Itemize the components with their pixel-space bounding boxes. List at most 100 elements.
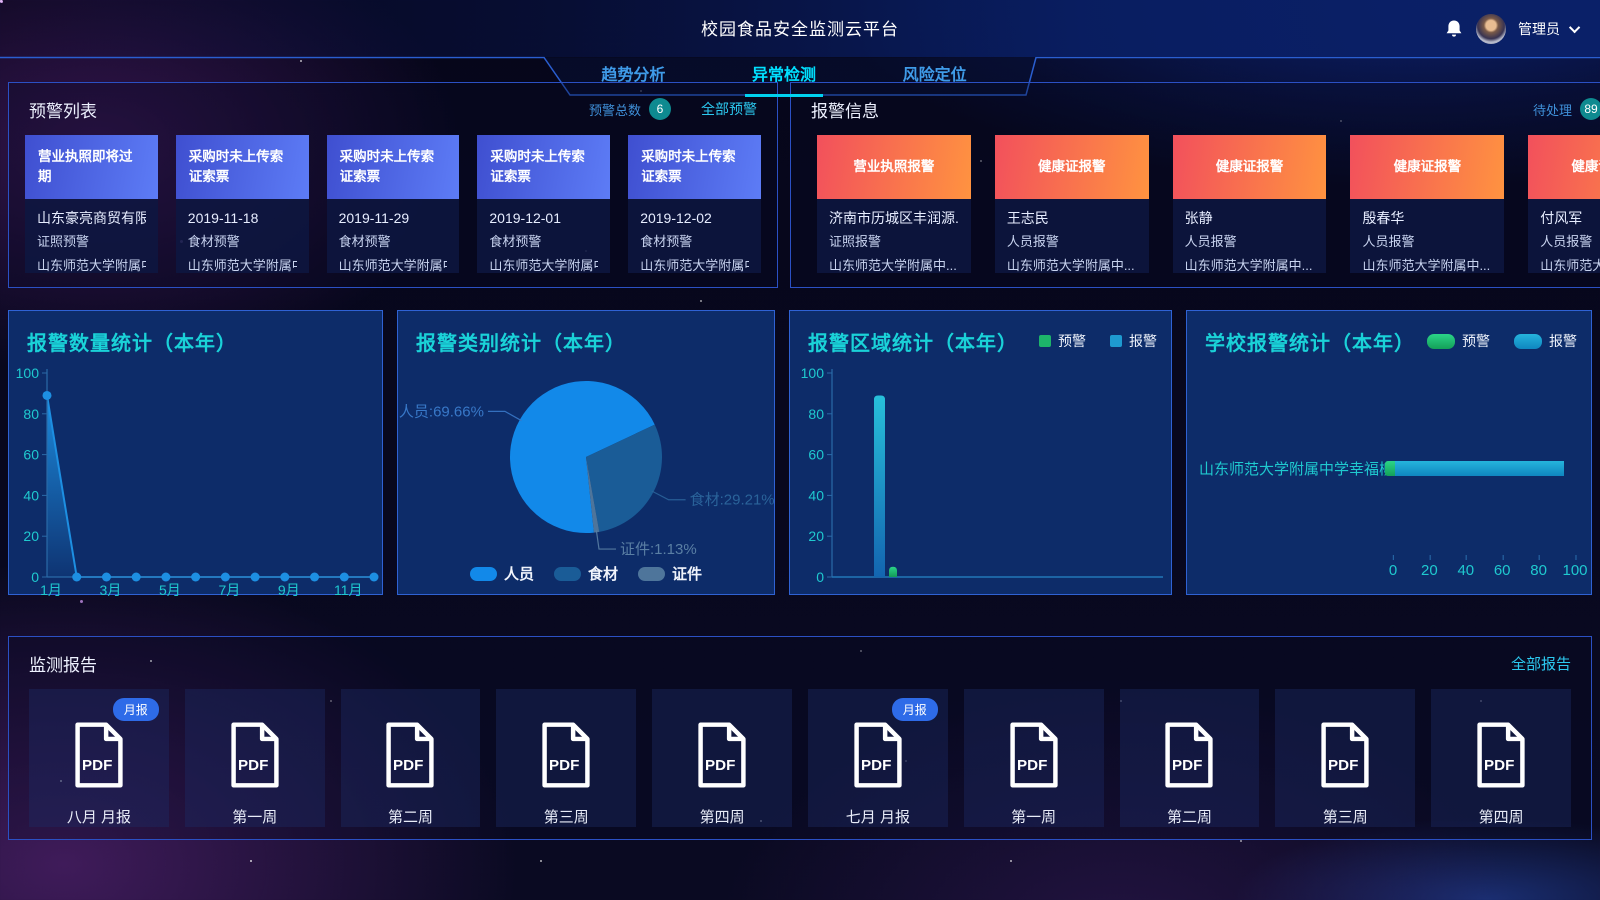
- alarm-card-line: 山东师范大学附属中...: [1540, 258, 1600, 273]
- svg-text:3月: 3月: [100, 582, 122, 596]
- legend-swatch: [1039, 335, 1051, 347]
- warning-card-body: 2019-11-29 食材预警山东师范大学附属中...: [326, 199, 460, 273]
- pdf-file-icon: PDF: [1162, 722, 1216, 793]
- svg-text:PDF: PDF: [705, 757, 735, 774]
- svg-text:9月: 9月: [278, 582, 300, 596]
- alarm-card[interactable]: 健康证报警 王志民 人员报警 山东师范大学附属中...: [994, 135, 1149, 273]
- warning-card[interactable]: 采购时未上传索证索票 2019-11-29 食材预警山东师范大学附属中...: [326, 135, 460, 273]
- legend-label: 报警: [1549, 333, 1577, 349]
- warning-card-line: 食材预警: [640, 234, 693, 250]
- tab-bar: 趋势分析 异常检测 风险定位: [558, 61, 1010, 97]
- report-card[interactable]: PDF 第四周: [1431, 689, 1571, 827]
- report-card[interactable]: PDF 第二周: [1119, 689, 1260, 827]
- alarm-card-line: 人员报警: [1006, 234, 1059, 250]
- alarm-card-body: 王志民 人员报警 山东师范大学附属中...: [994, 199, 1149, 273]
- warning-total-label: 预警总数: [588, 102, 641, 118]
- report-card[interactable]: PDF 第四周: [652, 689, 792, 827]
- alarm-pending-label: 待处理: [1533, 102, 1573, 118]
- hbar-axis: 0 20 40 60 80 100: [1389, 554, 1588, 580]
- legend-label: 预警: [1058, 333, 1086, 349]
- svg-text:0: 0: [31, 569, 39, 585]
- report-card[interactable]: 月报 PDF 七月 月报: [807, 689, 948, 827]
- legend-item-预警[interactable]: 预警: [1427, 331, 1490, 351]
- warning-card[interactable]: 采购时未上传索证索票 2019-12-01 食材预警山东师范大学附属中...: [477, 135, 611, 273]
- pdf-file-icon: PDF: [72, 722, 126, 793]
- alarm-category-chart-title: 报警类别统计（本年）: [416, 333, 626, 355]
- svg-text:证件:1.13%: 证件:1.13%: [620, 541, 697, 558]
- alarm-card-line: 王志民: [1006, 210, 1049, 226]
- chevron-down-icon[interactable]: [1568, 21, 1581, 33]
- svg-text:5月: 5月: [159, 582, 181, 596]
- legend-label: 预警: [1462, 333, 1490, 349]
- warning-card-title: 采购时未上传索证索票: [477, 135, 611, 199]
- svg-text:60: 60: [23, 447, 39, 463]
- hbar-axis-tick: 60: [1493, 555, 1511, 579]
- alarm-card-line: 人员报警: [1184, 234, 1237, 250]
- hbar-category-label: 山东师范大学附属中学幸福柳校区: [1199, 461, 1425, 478]
- tab-趋势分析[interactable]: 趋势分析: [601, 67, 666, 84]
- warning-card-body: 2019-12-01 食材预警山东师范大学附属中...: [477, 199, 611, 273]
- report-card[interactable]: PDF 第二周: [340, 689, 481, 827]
- warning-card[interactable]: 营业执照即将过期山东豪亮商贸有限公司证照预警山东师范大学附属中...: [25, 135, 158, 273]
- warning-card-title: 营业执照即将过期: [25, 135, 158, 199]
- svg-text:100: 100: [16, 365, 40, 381]
- legend-item-报警[interactable]: 报警: [1110, 331, 1157, 351]
- alarm-card-title: 健康证报警: [994, 135, 1149, 199]
- legend-item-报警[interactable]: 报警: [1514, 331, 1577, 351]
- svg-text:PDF: PDF: [1173, 757, 1203, 774]
- notification-bell-icon[interactable]: [1444, 19, 1464, 39]
- warning-card-title: 采购时未上传索证索票: [175, 135, 309, 199]
- avatar[interactable]: [1476, 13, 1506, 44]
- alarm-card-title: 健康证报警: [1350, 135, 1505, 199]
- pdf-file-icon: PDF: [539, 722, 593, 793]
- report-card[interactable]: PDF 第一周: [184, 689, 325, 827]
- tab-风险定位[interactable]: 风险定位: [902, 67, 967, 84]
- all-reports-link[interactable]: 全部报告: [1510, 655, 1571, 673]
- warning-card[interactable]: 采购时未上传索证索票 2019-12-02 食材预警山东师范大学附属中...: [628, 135, 761, 273]
- legend-swatch: [1110, 335, 1122, 347]
- legend-swatch: [1514, 333, 1542, 349]
- report-card[interactable]: PDF 第三周: [1275, 689, 1416, 827]
- report-card[interactable]: PDF 第三周: [496, 689, 637, 827]
- alarm-card[interactable]: 健康证报警付风军人员报警山东师范大学附属中...: [1528, 135, 1600, 273]
- warning-card-line: 山东师范大学附属中...: [489, 258, 598, 273]
- legend-item-预警[interactable]: 预警: [1039, 331, 1086, 351]
- legend-item-食材[interactable]: 食材: [553, 563, 618, 584]
- legend-label: 报警: [1129, 333, 1157, 349]
- legend-item-人员[interactable]: 人员: [469, 563, 534, 584]
- hbar-legend: 预警 报警: [1427, 331, 1577, 351]
- report-card[interactable]: 月报 PDF 八月 月报: [29, 689, 169, 827]
- alarm-card-line: 济南市历城区丰润源...: [829, 210, 959, 226]
- pdf-file-icon: PDF: [383, 722, 437, 793]
- alarm-card-line: 人员报警: [1540, 234, 1593, 250]
- reports-panel-title: 监测报告: [29, 655, 97, 675]
- all-warnings-link[interactable]: 全部预警: [701, 101, 757, 117]
- alarm-card-line: 张静: [1184, 210, 1213, 226]
- alarm-card[interactable]: 营业执照报警 济南市历城区丰润源... 证照报警 山东师范大学附属中...: [817, 135, 971, 273]
- report-card-row: 月报 PDF 八月 月报 PDF 第一周 PDF 第二周 PDF 第三周 PDF 第四周 月报 PDF 七…: [9, 689, 1591, 827]
- report-card-label: 第四周: [699, 809, 745, 826]
- legend-swatch: [553, 566, 581, 581]
- report-card-label: 八月 月报: [66, 809, 131, 826]
- school-alarm-chart-panel: 学校报警统计（本年） 预警 报警山东师范大学附属中学幸福柳校区 0 20 40 60 80 1…: [1186, 310, 1592, 595]
- alarm-card[interactable]: 健康证报警 张静 人员报警 山东师范大学附属中...: [1172, 135, 1327, 273]
- legend-swatch: [469, 566, 497, 581]
- alarm-card[interactable]: 健康证报警 殷春华 人员报警 山东师范大学附属中...: [1350, 135, 1505, 273]
- warning-card-body: 山东豪亮商贸有限公司证照预警山东师范大学附属中...: [25, 199, 158, 273]
- alarm-card-title: 健康证报警: [1172, 135, 1327, 199]
- tab-异常检测[interactable]: 异常检测: [709, 61, 860, 97]
- report-card[interactable]: PDF 第一周: [963, 689, 1104, 827]
- pdf-file-icon: PDF: [695, 722, 749, 793]
- warning-card-line: 山东师范大学附属中...: [338, 258, 448, 273]
- pdf-file-icon: PDF: [228, 722, 282, 793]
- warning-card[interactable]: 采购时未上传索证索票 2019-11-18 食材预警山东师范大学附属中...: [175, 135, 309, 273]
- hbar-segment-预警: [1385, 461, 1395, 476]
- svg-text:20: 20: [808, 528, 824, 544]
- school-alarm-chart-title: 学校报警统计（本年）: [1205, 333, 1415, 355]
- reports-panel: 监测报告 全部报告 月报 PDF 八月 月报 PDF 第一周 PDF 第二周 PDF 第三周 PD…: [8, 636, 1592, 840]
- alarm-card-body: 付风军人员报警山东师范大学附属中...: [1528, 199, 1600, 273]
- legend-item-证件[interactable]: 证件: [638, 563, 702, 584]
- user-name[interactable]: 管理员: [1518, 20, 1560, 37]
- legend-swatch: [1427, 333, 1455, 349]
- warning-panel-title: 预警列表: [29, 101, 97, 121]
